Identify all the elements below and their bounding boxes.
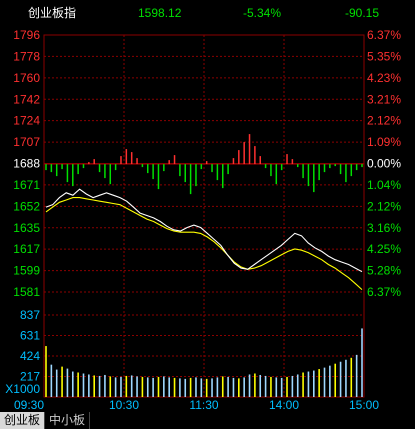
- price-tick-label: 1599: [13, 264, 40, 278]
- volume-tick-label: 424: [20, 349, 40, 363]
- price-tick-label: 1742: [13, 92, 40, 106]
- time-tick-label: 10:30: [109, 398, 139, 412]
- price-tick-label: 1652: [13, 199, 40, 213]
- percent-tick-label: 3.21%: [367, 92, 401, 106]
- percent-tick-label: 2.12%: [367, 114, 401, 128]
- change-value: -90.15: [345, 6, 380, 20]
- time-tick-label: 14:00: [269, 398, 299, 412]
- price-tick-label: 1724: [13, 114, 40, 128]
- volume-tick-label: 631: [20, 329, 40, 343]
- tab-sme[interactable]: 中小板: [45, 412, 91, 429]
- price-tick-label: 1707: [13, 135, 40, 149]
- percent-tick-label: 6.37%: [367, 28, 401, 42]
- percent-tick-label: 1.09%: [367, 135, 401, 149]
- percent-tick-label: 5.35%: [367, 49, 401, 63]
- percent-tick-label: 4.23%: [367, 71, 401, 85]
- change-percent: -5.34%: [243, 6, 282, 20]
- percent-tick-label: 6.37%: [367, 285, 401, 299]
- volume-tick-label: 217: [20, 370, 40, 384]
- current-price: 1598.12: [138, 6, 182, 20]
- price-tick-label: 1671: [13, 178, 40, 192]
- price-tick-label: 1581: [13, 285, 40, 299]
- price-tick-label: 1688: [13, 157, 40, 171]
- percent-tick-label: 0.00%: [367, 157, 401, 171]
- price-tick-label: 1617: [13, 242, 40, 256]
- percent-tick-label: 4.25%: [367, 242, 401, 256]
- price-tick-label: 1778: [13, 49, 40, 63]
- index-name: 创业板指: [28, 6, 77, 20]
- price-tick-label: 1635: [13, 221, 40, 235]
- average-price-line: [45, 197, 363, 291]
- time-tick-label: 15:00: [349, 398, 379, 412]
- board-tabs: 创业板 中小板: [0, 412, 91, 429]
- price-line: [45, 188, 363, 273]
- time-tick-label: 09:30: [14, 398, 44, 412]
- time-tick-label: 11:30: [189, 398, 218, 412]
- percent-tick-label: 5.28%: [367, 264, 401, 278]
- percent-tick-label: 2.12%: [367, 199, 401, 213]
- price-tick-label: 1796: [13, 28, 40, 42]
- volume-unit-label: X1000: [5, 382, 40, 396]
- percent-tick-label: 3.16%: [367, 221, 401, 235]
- price-tick-label: 1760: [13, 71, 40, 85]
- volume-tick-label: 837: [20, 308, 40, 322]
- tab-chinext[interactable]: 创业板: [0, 412, 46, 429]
- percent-tick-label: 1.04%: [367, 178, 401, 192]
